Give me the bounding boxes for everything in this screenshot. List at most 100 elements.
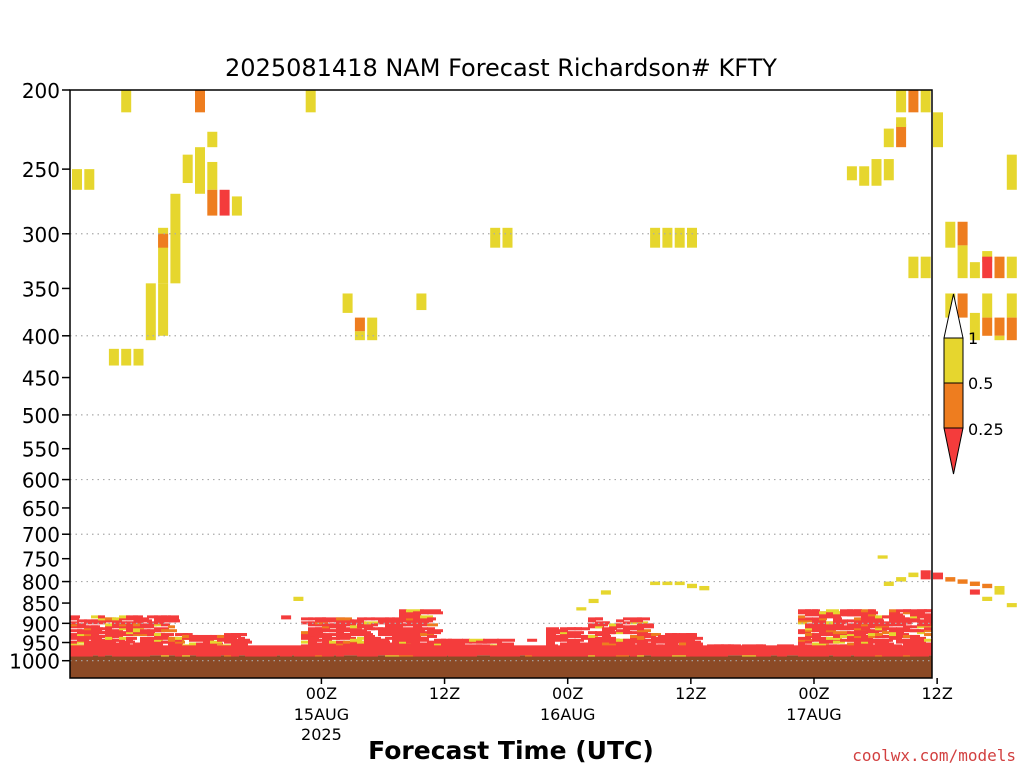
ri-cell [576, 607, 587, 611]
low-ri-streak [805, 627, 815, 631]
low-ri-streak [686, 636, 703, 640]
low-ri-streak [861, 613, 871, 617]
low-ri-streak [546, 636, 554, 640]
low-ri-streak [140, 617, 149, 621]
low-ri-streak [98, 634, 115, 638]
low-ri-streak [875, 627, 887, 631]
surface-low-ri-band [70, 645, 932, 656]
low-ri-streak [602, 634, 611, 638]
ri-cell [133, 348, 144, 366]
low-ri-streak [182, 636, 196, 640]
low-ri-streak [637, 617, 650, 621]
low-ri-streak [819, 638, 827, 642]
low-ri-streak [833, 619, 848, 623]
ri-cell [674, 581, 685, 586]
low-ri-streak [161, 633, 174, 637]
low-ri-streak [161, 629, 177, 633]
y-tick-label: 450 [22, 367, 60, 391]
low-ri-streak [217, 636, 228, 640]
low-ri-streak [679, 634, 689, 638]
low-ri-streak [91, 636, 100, 640]
low-ri-streak [105, 627, 112, 631]
low-ri-streak [133, 629, 140, 633]
low-ri-streak [126, 636, 137, 640]
y-tick-label: 600 [22, 469, 60, 493]
low-ri-streak [826, 633, 837, 637]
low-ri-streak [833, 617, 842, 621]
low-ri-streak [119, 627, 130, 631]
low-ri-streak [854, 633, 866, 637]
low-ri-streak [105, 633, 114, 637]
low-ri-streak [623, 642, 635, 646]
low-ri-streak [924, 615, 932, 619]
low-ri-streak [105, 617, 116, 621]
low-ri-streak [889, 621, 896, 625]
ri-cell [1006, 317, 1017, 341]
low-ri-streak [847, 636, 864, 640]
low-ri-streak [826, 613, 841, 617]
low-ri-streak [343, 633, 350, 637]
low-ri-streak [399, 629, 412, 633]
low-ri-streak [567, 638, 576, 642]
low-ri-streak [133, 633, 150, 637]
low-ri-streak [322, 634, 332, 638]
low-ri-streak [875, 617, 883, 621]
low-ri-streak [399, 640, 411, 644]
low-ri-streak [70, 640, 79, 644]
low-ri-streak [105, 623, 114, 627]
y-tick-label: 800 [22, 571, 60, 595]
low-ri-streak [231, 642, 243, 646]
low-ri-streak [308, 640, 317, 644]
ri-cell [145, 283, 156, 341]
ri-cell [527, 638, 538, 642]
low-ri-streak [336, 636, 343, 640]
ri-cell [158, 227, 169, 284]
ri-cell [994, 335, 1005, 341]
low-ri-streak [861, 640, 869, 644]
low-ri-streak [385, 627, 399, 631]
ri-cell [72, 169, 82, 190]
ri-cell [969, 312, 980, 341]
low-ri-streak [343, 636, 356, 640]
low-ri-streak [161, 640, 178, 644]
low-ri-streak [616, 629, 630, 633]
low-ri-streak [609, 625, 621, 629]
low-ri-streak [546, 642, 555, 646]
low-ri-streak [315, 638, 332, 642]
x-tick-year-label: 2025 [301, 725, 342, 744]
ri-cell [207, 131, 218, 148]
low-ri-streak [399, 609, 407, 613]
low-ri-streak [595, 625, 603, 629]
low-ri-streak [196, 636, 204, 640]
low-ri-streak [609, 638, 620, 642]
low-ri-streak [833, 615, 840, 619]
low-ri-streak [602, 631, 615, 635]
low-ri-streak [119, 642, 130, 646]
low-ri-streak [364, 633, 373, 637]
low-ri-streak [637, 638, 646, 642]
y-tick-label: 750 [22, 548, 60, 572]
low-ri-streak [896, 640, 903, 644]
low-ri-streak [336, 627, 346, 631]
low-ri-streak [336, 631, 344, 635]
low-ri-streak [91, 629, 102, 633]
low-ri-streak [637, 627, 644, 631]
low-ri-streak [910, 617, 920, 621]
ri-cell [699, 585, 710, 591]
low-ri-streak [399, 634, 412, 638]
low-ri-streak [112, 631, 120, 635]
low-ri-streak [126, 615, 138, 619]
low-ri-streak [154, 636, 172, 640]
low-ri-streak [854, 629, 871, 633]
low-ri-streak [630, 619, 643, 623]
low-ri-streak [553, 631, 564, 635]
low-ri-streak [833, 640, 845, 644]
low-ri-streak [98, 640, 110, 644]
low-ri-streak [406, 631, 416, 635]
x-tick-label: 00Z [306, 684, 337, 703]
low-ri-streak [630, 634, 641, 638]
low-ri-streak [672, 634, 682, 638]
low-ri-streak [70, 621, 79, 625]
ri-cell [982, 583, 993, 589]
x-tick-date-label: 15AUG [294, 705, 349, 724]
